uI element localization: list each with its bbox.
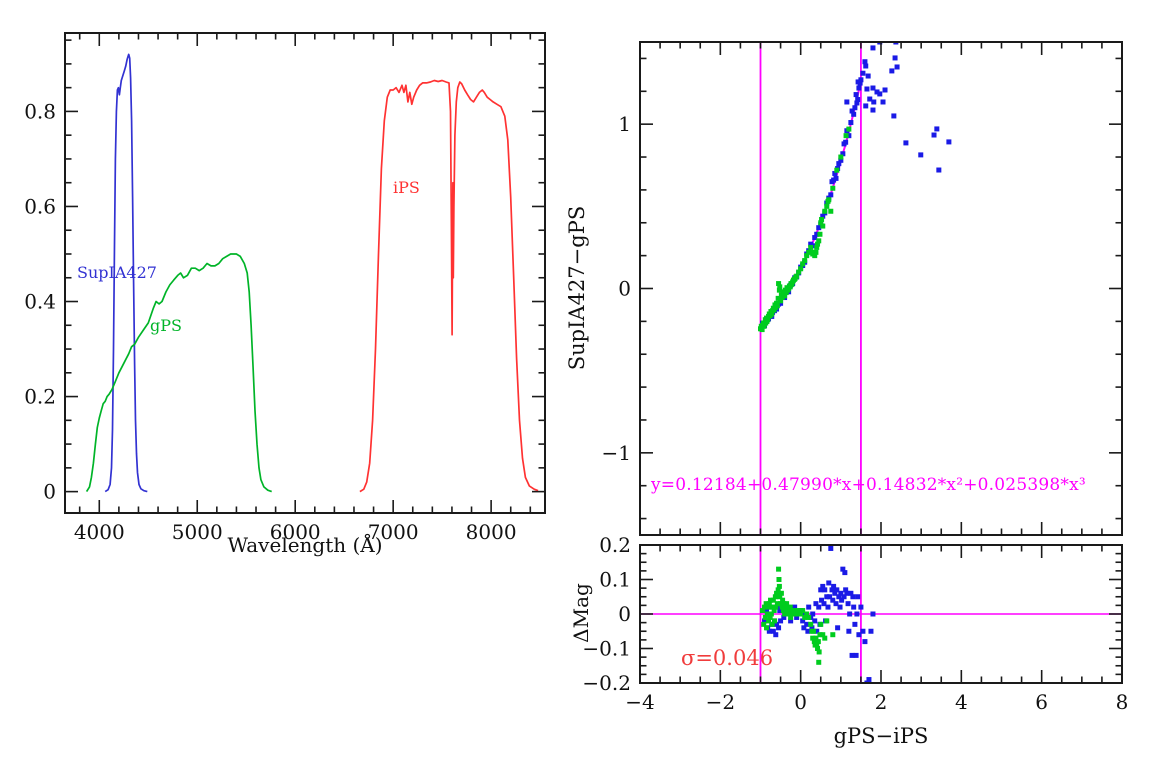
svg-text:6: 6 xyxy=(1035,690,1048,714)
svg-text:6000: 6000 xyxy=(270,520,321,544)
svg-text:−2: −2 xyxy=(706,690,735,714)
svg-text:8000: 8000 xyxy=(466,520,517,544)
svg-text:0.1: 0.1 xyxy=(599,568,631,592)
svg-text:4: 4 xyxy=(955,690,968,714)
filter-transmission-plot: 4000 5000 6000 7000 8000 0 0.2 0.4 0.6 0.8 xyxy=(24,32,546,544)
svg-text:0.2: 0.2 xyxy=(24,385,56,409)
svg-text:5000: 5000 xyxy=(172,520,223,544)
svg-text:0: 0 xyxy=(618,277,631,301)
svg-text:−4: −4 xyxy=(625,690,654,714)
color-color-plot: −1 0 1 −4 −2 0 2 4 6 8 −0.2 −0.1 0 0.1 0.2 xyxy=(582,41,1129,714)
svg-text:8: 8 xyxy=(1116,690,1129,714)
svg-text:4000: 4000 xyxy=(74,520,125,544)
svg-text:0: 0 xyxy=(43,480,56,504)
svg-text:0.6: 0.6 xyxy=(24,194,56,218)
svg-text:2: 2 xyxy=(875,690,888,714)
svg-text:−0.1: −0.1 xyxy=(582,637,631,661)
svg-text:−0.2: −0.2 xyxy=(582,671,631,695)
svg-text:7000: 7000 xyxy=(368,520,419,544)
svg-text:−1: −1 xyxy=(602,441,631,465)
svg-text:1: 1 xyxy=(618,112,631,136)
svg-text:0.2: 0.2 xyxy=(599,533,631,557)
svg-text:0: 0 xyxy=(794,690,807,714)
svg-text:0.8: 0.8 xyxy=(24,99,56,123)
svg-text:0: 0 xyxy=(618,602,631,626)
svg-text:0.4: 0.4 xyxy=(24,290,56,314)
